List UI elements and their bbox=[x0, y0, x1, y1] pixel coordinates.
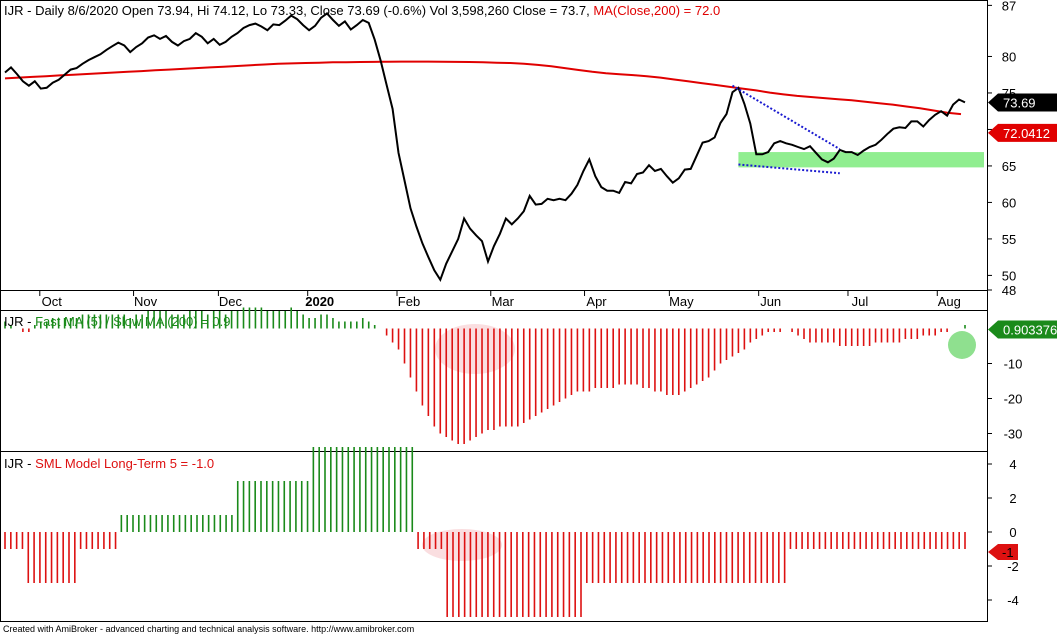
price-title-ma: MA(Close,200) = 72.0 bbox=[593, 3, 720, 18]
x-axis-label: Feb bbox=[398, 294, 420, 309]
resistance-trendline bbox=[731, 84, 841, 151]
last-price-tag: 73.69 bbox=[988, 93, 1057, 112]
ma-last-value-label: 0.903376 bbox=[1003, 323, 1057, 338]
highlight-ellipse bbox=[422, 529, 502, 561]
price-panel-frame bbox=[0, 0, 988, 291]
sml-y-tick-label: -2 bbox=[1007, 559, 1019, 574]
sml-last-value-tag: -1 bbox=[988, 544, 1018, 560]
sml-title-ticker: IJR bbox=[4, 456, 24, 471]
x-axis-label: Apr bbox=[586, 294, 607, 309]
price-panel-title: IJR - Daily 8/6/2020 Open 73.94, Hi 74.1… bbox=[4, 3, 720, 18]
sml-panel-title: IJR - SML Model Long-Term 5 = -1.0 bbox=[4, 456, 214, 471]
price-title-info: Daily 8/6/2020 Open 73.94, Hi 74.12, Lo … bbox=[35, 3, 590, 18]
x-axis-label: Jun bbox=[760, 294, 781, 309]
sml-y-tick-label: 2 bbox=[1009, 491, 1016, 506]
price-y-tick-label: 60 bbox=[1002, 195, 1016, 210]
support-zone bbox=[738, 152, 984, 168]
x-axis-label: Aug bbox=[938, 294, 961, 309]
ma-y-tick-label: -30 bbox=[1004, 427, 1023, 442]
price-title-ticker: IJR bbox=[4, 3, 24, 18]
support-trendline bbox=[738, 163, 840, 175]
ma-title-ticker: IJR bbox=[4, 314, 24, 329]
ma-y-tick-label: -10 bbox=[1004, 357, 1023, 372]
sml-y-tick-label: -4 bbox=[1007, 593, 1019, 608]
price-y-tick-label: 48 bbox=[1002, 283, 1016, 298]
x-axis-label: May bbox=[669, 294, 694, 309]
last-ma-tag: 72.0412 bbox=[988, 123, 1057, 142]
sml-y-tick-label: 4 bbox=[1009, 457, 1016, 472]
ma200-line bbox=[4, 60, 962, 116]
credit-footer: Created with AmiBroker - advanced charti… bbox=[3, 624, 414, 634]
ma-panel-title: IJR - Fast MA (5) / Slow MA (200) = 0.9 bbox=[4, 314, 231, 329]
close-line bbox=[4, 12, 966, 283]
ma-title-label: Fast MA (5) / Slow MA (200) = 0.9 bbox=[35, 314, 230, 329]
x-axis-label: Oct bbox=[42, 294, 63, 309]
x-axis-label: Mar bbox=[492, 294, 515, 309]
green-circle bbox=[948, 331, 976, 359]
x-axis-label: Nov bbox=[134, 294, 158, 309]
sml-y-tick-label: 0 bbox=[1009, 525, 1016, 540]
last-price-tag-label: 73.69 bbox=[1003, 95, 1036, 110]
x-axis-label: Jul bbox=[852, 294, 869, 309]
price-y-tick-label: 55 bbox=[1002, 232, 1016, 247]
price-y-tick-label: 87 bbox=[1002, 0, 1016, 13]
highlight-ellipse bbox=[435, 324, 515, 374]
price-y-tick-label: 50 bbox=[1002, 268, 1016, 283]
price-y-tick-label: 65 bbox=[1002, 159, 1016, 174]
price-y-tick-label: 80 bbox=[1002, 49, 1016, 64]
x-axis-label: 2020 bbox=[305, 294, 334, 309]
last-ma-tag-label: 72.0412 bbox=[1003, 126, 1050, 141]
x-axis-label: Dec bbox=[219, 294, 243, 309]
ma-last-value-tag: 0.903376 bbox=[988, 320, 1057, 339]
sml-title-label: SML Model Long-Term 5 = -1.0 bbox=[35, 456, 214, 471]
ma-y-tick-label: -20 bbox=[1004, 392, 1023, 407]
sml-last-value-label: -1 bbox=[1002, 545, 1014, 560]
